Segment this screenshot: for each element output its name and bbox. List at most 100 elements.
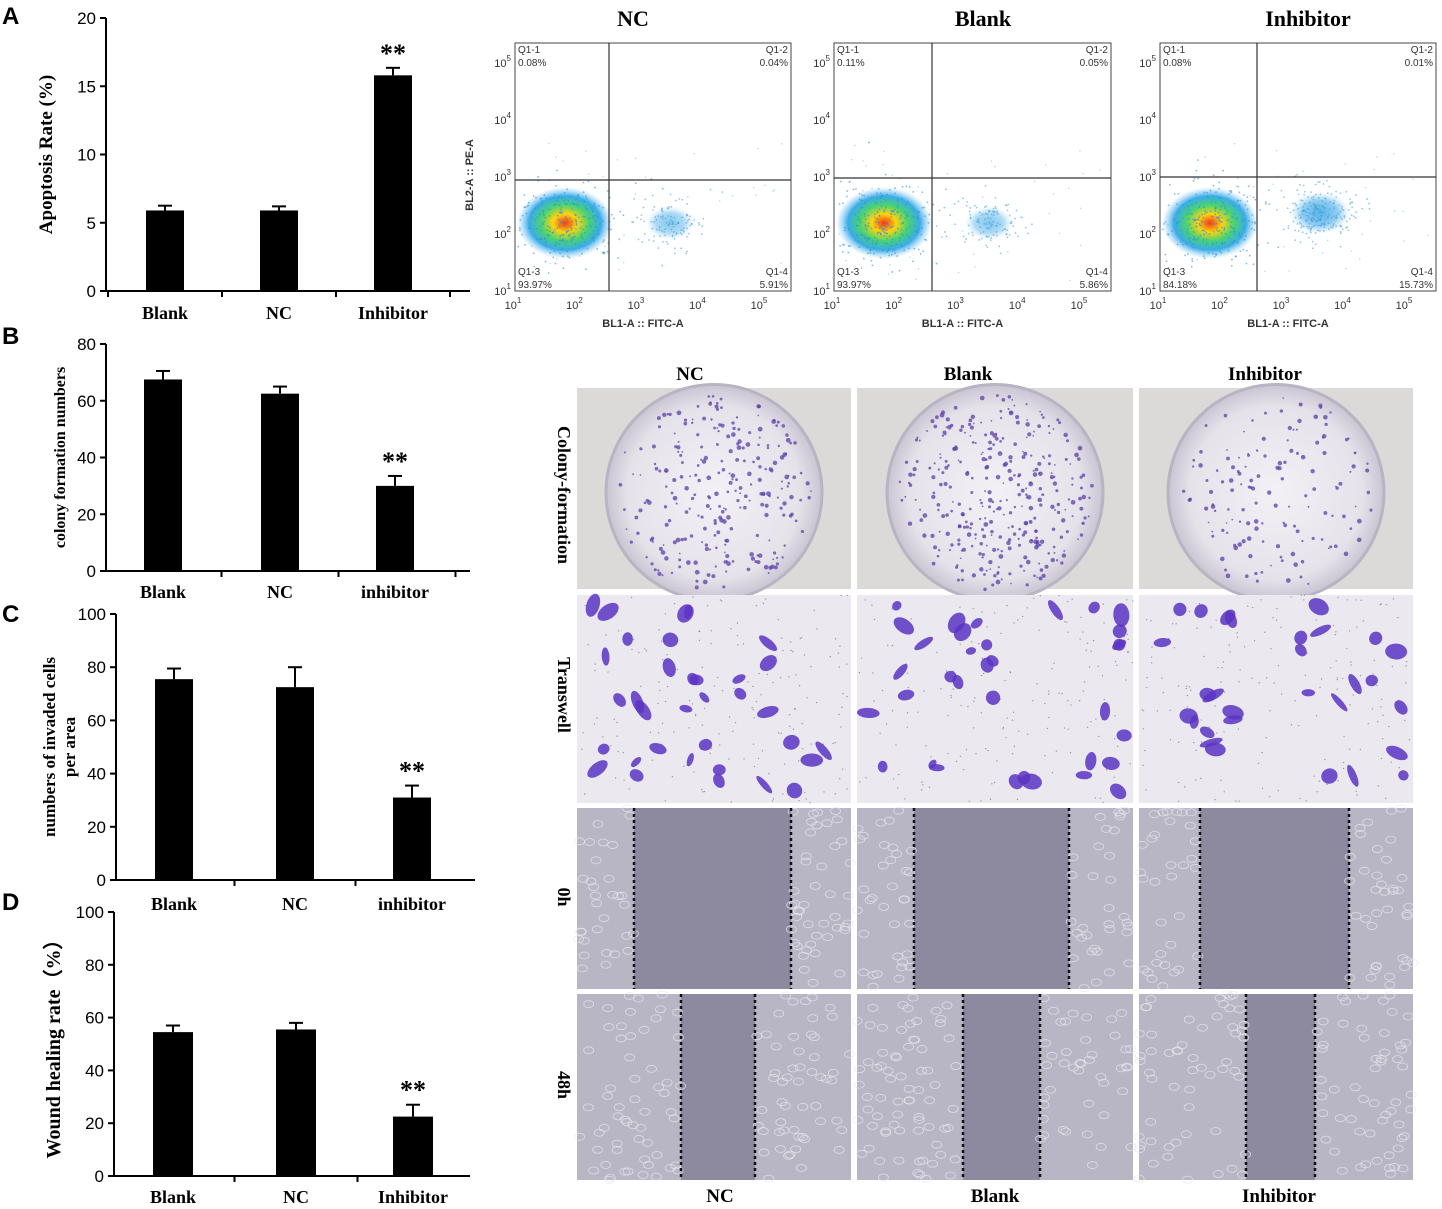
- cell-outline: [821, 819, 833, 828]
- colony-dot: [995, 579, 1001, 585]
- pore-dot: [628, 788, 630, 790]
- colony-dot: [1015, 414, 1020, 420]
- event-dot: [556, 197, 559, 199]
- cell-outline: [637, 1171, 649, 1179]
- event-dot: [623, 234, 625, 237]
- cell-outline: [901, 950, 913, 959]
- pore-dot: [1228, 644, 1230, 646]
- event-dot: [985, 235, 988, 237]
- invaded-cell: [952, 674, 964, 690]
- colony-dot: [746, 567, 751, 572]
- bar-inhibitor: [374, 75, 412, 291]
- cell-outline: [862, 1105, 874, 1114]
- colony-dot: [770, 564, 775, 569]
- cell-outline: [888, 1120, 900, 1129]
- pore-dot: [1151, 662, 1153, 664]
- cell-outline: [1134, 1141, 1146, 1150]
- event-dot: [854, 213, 857, 216]
- cell-outline: [1146, 834, 1158, 843]
- event-dot: [1308, 236, 1310, 239]
- colony-dot: [1079, 486, 1083, 490]
- event-dot: [1001, 229, 1004, 232]
- quadrant-q1-3-value: 84.18%: [1163, 280, 1197, 291]
- event-dot: [1243, 238, 1246, 241]
- event-dot: [556, 241, 558, 244]
- event-dot: [855, 187, 857, 190]
- y-decade-label: 105: [813, 54, 830, 70]
- event-dot: [1286, 207, 1289, 210]
- event-dot: [1230, 264, 1233, 267]
- colony-dot: [970, 414, 976, 419]
- event-dot: [602, 240, 604, 243]
- colony-dot: [667, 519, 672, 523]
- cell-outline: [1119, 806, 1130, 815]
- colony-dot: [1315, 440, 1320, 445]
- x-axis-label: BL1-A :: FITC-A: [922, 318, 1004, 330]
- cell-outline: [1370, 1054, 1382, 1063]
- event-dot: [655, 218, 658, 221]
- colony-dot: [1039, 410, 1042, 413]
- event-dot: [876, 232, 879, 234]
- pore-dot: [1350, 661, 1352, 663]
- event-dot: [905, 212, 908, 215]
- pore-dot: [1334, 634, 1336, 636]
- colony-dot: [1069, 463, 1072, 465]
- colony-dot: [978, 517, 982, 521]
- cell-outline: [668, 1114, 680, 1123]
- cell-outline: [892, 1097, 904, 1106]
- event-dot: [658, 226, 661, 229]
- cell-outline: [895, 1072, 907, 1081]
- pore-dot: [1061, 692, 1063, 695]
- invaded-cell: [980, 657, 994, 673]
- colony-dot: [991, 500, 995, 504]
- tick-base: 10: [1009, 300, 1021, 312]
- event-dot: [1226, 219, 1229, 222]
- colony-dot: [675, 502, 678, 505]
- event-dot: [540, 197, 543, 200]
- cell-outline: [1210, 1127, 1222, 1135]
- micrograph-colony-blank: [857, 383, 1133, 602]
- colony-dot: [716, 427, 719, 429]
- pore-dot: [928, 786, 931, 788]
- event-dot: [565, 231, 568, 234]
- pore-dot: [1315, 619, 1317, 621]
- invaded-cell: [1088, 601, 1100, 614]
- event-dot: [943, 231, 946, 233]
- colony-dot: [918, 439, 921, 442]
- colony-dot: [664, 522, 669, 527]
- event-dot: [1346, 220, 1348, 223]
- event-dot: [1311, 240, 1314, 243]
- colony-dot: [1047, 424, 1051, 428]
- colony-dot: [678, 558, 682, 562]
- event-dot: [858, 198, 861, 201]
- bar-blank: [155, 679, 193, 880]
- x-decade-label: 101: [1150, 296, 1167, 312]
- cell-outline: [867, 982, 879, 991]
- event-dot: [634, 193, 637, 195]
- pore-dot: [962, 768, 965, 771]
- cell-outline: [1149, 810, 1160, 819]
- pore-dot: [760, 694, 762, 696]
- colony-dot: [725, 553, 730, 559]
- quadrant-q1-1-name: Q1-1: [518, 45, 541, 56]
- event-dot: [525, 212, 528, 215]
- quadrant-q1-2-name: Q1-2: [1086, 45, 1109, 56]
- event-dot: [1048, 212, 1051, 215]
- pore-dot: [1377, 785, 1380, 787]
- event-dot: [1311, 217, 1314, 219]
- pore-dot: [1277, 790, 1280, 792]
- event-dot: [917, 186, 919, 188]
- pore-dot: [907, 686, 909, 689]
- colony-dot: [1307, 582, 1310, 585]
- pore-dot: [692, 596, 694, 598]
- event-dot: [1361, 207, 1364, 210]
- cell-outline: [597, 838, 609, 847]
- cell-outline: [1106, 1015, 1118, 1024]
- event-dot: [888, 235, 891, 238]
- event-dot: [986, 246, 989, 249]
- cell-outline: [1077, 924, 1089, 932]
- y-axis-label: colony formation numbers: [52, 367, 69, 548]
- event-dot: [549, 252, 552, 254]
- cell-outline: [1147, 1159, 1159, 1168]
- cell-outline: [1311, 1027, 1323, 1036]
